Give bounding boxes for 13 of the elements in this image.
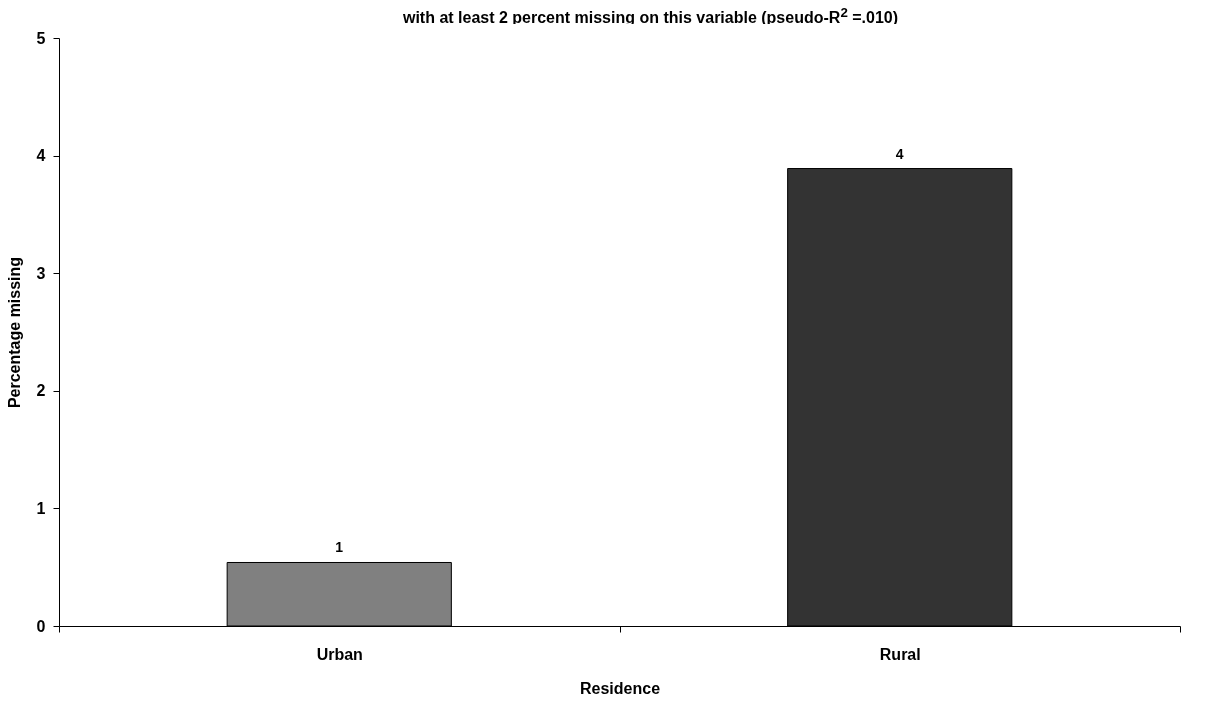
chart-title: with at least 2 percent missing on this variable (pseudo-R$^{2}$ =.010)	[401, 4, 900, 27]
y-axis-title: Percentage missing	[5, 256, 23, 409]
x-tick-label: Rural	[879, 645, 921, 663]
y-tick-label: 1	[36, 499, 46, 517]
y-tick-label: 4	[36, 147, 46, 165]
y-tick-label: 0	[36, 617, 46, 635]
y-tick-label: 2	[36, 382, 46, 400]
y-tick-label: 3	[36, 264, 46, 282]
data-label: 1	[335, 539, 344, 556]
y-tick-label: 5	[36, 29, 46, 47]
x-axis-title: Residence	[579, 679, 661, 697]
x-tick-label: Urban	[316, 645, 363, 663]
data-label: 4	[895, 145, 904, 162]
